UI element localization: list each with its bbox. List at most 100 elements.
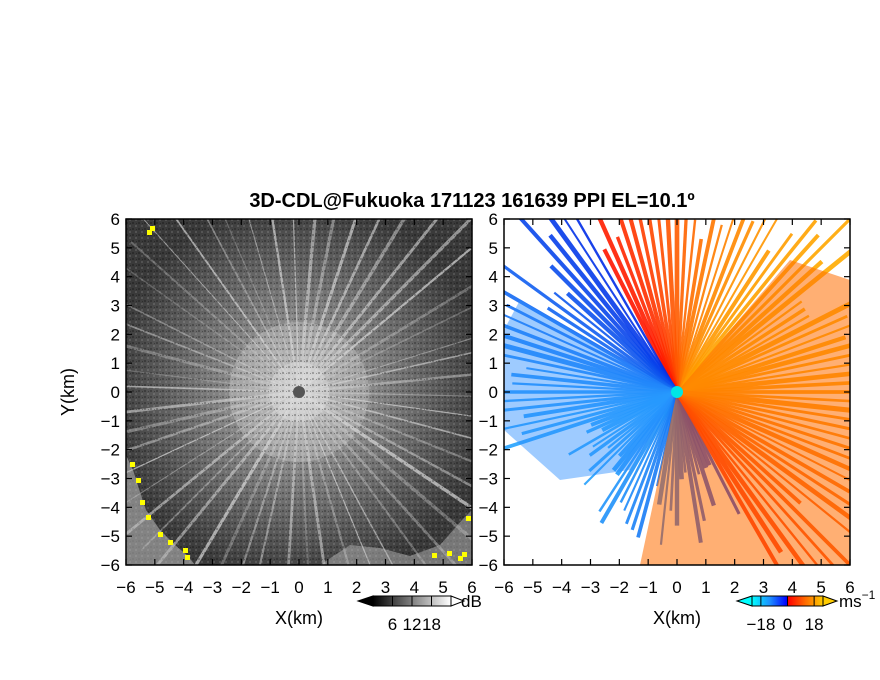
velocity-ray [568,390,678,456]
left-x-tick-label: −4 [174,578,193,597]
left-x-axis-label: X(km) [275,608,323,628]
velocity-colorbar-tick-label: 18 [805,615,824,634]
left-y-tick-label: 3 [111,297,120,316]
receding-area [640,260,850,565]
velocity-ray [602,248,679,393]
left-yellow-marks [130,226,471,561]
velocity-ray [675,219,746,393]
right-y-tick-label: 4 [489,268,498,287]
right-y-tick-label: −5 [479,527,498,546]
yellow-mark [462,552,467,557]
velocity-ray [548,219,679,394]
approaching-area [504,300,677,480]
right-y-tick-label: −1 [479,412,498,431]
yellow-mark [432,553,437,558]
velocity-ray [636,391,679,538]
right-velocity-field [504,219,850,565]
velocity-colorbar-ticks: −18 0 18 [746,596,824,634]
velocity-ray [618,219,679,393]
right-x-tick-label: 3 [759,578,768,597]
left-y-tick-label: 0 [111,383,120,402]
right-x-tick-label: −1 [638,578,657,597]
reflectivity-colorbar-right-arrow [450,595,466,607]
left-x-tick-label: 0 [294,578,303,597]
left-y-tick-label: −1 [101,412,120,431]
yellow-mark [183,548,188,553]
reflectivity-colorbar-ticks: 6 12 18 [388,596,441,634]
yellow-mark [150,226,155,231]
right-y-tick-label: 5 [489,239,498,258]
velocity-ray [619,391,679,503]
velocity-colorbar-unit: ms−1 [839,588,876,611]
reflectivity-colorbar: 6 12 18 dB [356,592,482,634]
left-x-tick-label: 2 [352,578,361,597]
velocity-ray [504,323,678,394]
right-x-tick-label: 1 [701,578,710,597]
velocity-ray [599,391,679,525]
velocity-colorbar-right-arrow [822,595,839,607]
reflectivity-colorbar-left-arrow [356,595,374,607]
right-x-tick-label: 0 [672,578,681,597]
left-x-tick-label: 4 [410,578,419,597]
velocity-ray [676,219,735,393]
right-y-tick-label: 3 [489,297,498,316]
left-highlights [126,226,472,565]
reflectivity-colorbar-tick-label: 6 [388,615,397,634]
left-y-tick-label: 6 [111,210,120,229]
velocity-ray [504,353,678,394]
left-x-tick-label: 5 [438,578,447,597]
velocity-ray [628,219,679,393]
velocity-unit-exponent: −1 [862,588,876,602]
yellow-mark [447,551,452,556]
y-axis-label: Y(km) [58,368,78,416]
right-y-tick-label: −3 [479,470,498,489]
left-x-tick-label: 6 [467,578,476,597]
left-y-tick-label: 4 [111,268,120,287]
right-x-axis-label: X(km) [653,608,701,628]
left-y-tick-label: −6 [101,556,120,575]
left-x-tick-label: −5 [145,578,164,597]
yellow-mark [168,540,173,545]
right-y-tick-label: 2 [489,325,498,344]
left-y-tick-label: −4 [101,498,120,517]
yellow-mark [147,230,152,235]
reflectivity-colorbar-unit: dB [461,592,482,611]
velocity-ray [675,249,771,394]
velocity-ray [504,390,678,430]
velocity-ray [675,219,716,393]
velocity-ray [511,372,678,394]
left-x-tick-label: −6 [116,578,135,597]
velocity-ray [676,219,767,393]
left-y-tick-label: 2 [111,325,120,344]
right-x-tick-label: −5 [523,578,542,597]
yellow-mark [146,515,151,520]
yellow-mark [140,500,145,505]
left-x-tick-label: −1 [260,578,279,597]
right-y-tick-label: −6 [479,556,498,575]
velocity-colorbar-left-arrow [735,595,753,607]
right-x-tick-label: −2 [610,578,629,597]
left-highlight-bottom-right [320,510,472,565]
velocity-ray [504,343,678,395]
velocity-ray [504,289,678,394]
reflectivity-colorbar-tick-label: 12 [403,615,422,634]
right-x-tick-label: −3 [581,578,600,597]
velocity-ray [638,219,679,393]
yellow-mark [185,555,190,560]
left-y-tick-label: 1 [111,354,120,373]
right-y-tick-label: 1 [489,354,498,373]
right-y-tick-label: 0 [489,383,498,402]
velocity-colorbar-tick-label: 0 [783,615,792,634]
right-center-marker [671,386,683,398]
right-x-tick-label: 6 [845,578,854,597]
chart-title: 3D-CDL@Fukuoka 171123 161639 PPI EL=10.1… [249,190,694,212]
velocity-colorbar-tick-label: −18 [746,615,775,634]
left-center-marker [293,386,305,398]
yellow-mark [130,462,135,467]
yellow-mark [136,478,141,483]
right-x-tick-label: −4 [552,578,571,597]
right-y-tick-label: −2 [479,441,498,460]
